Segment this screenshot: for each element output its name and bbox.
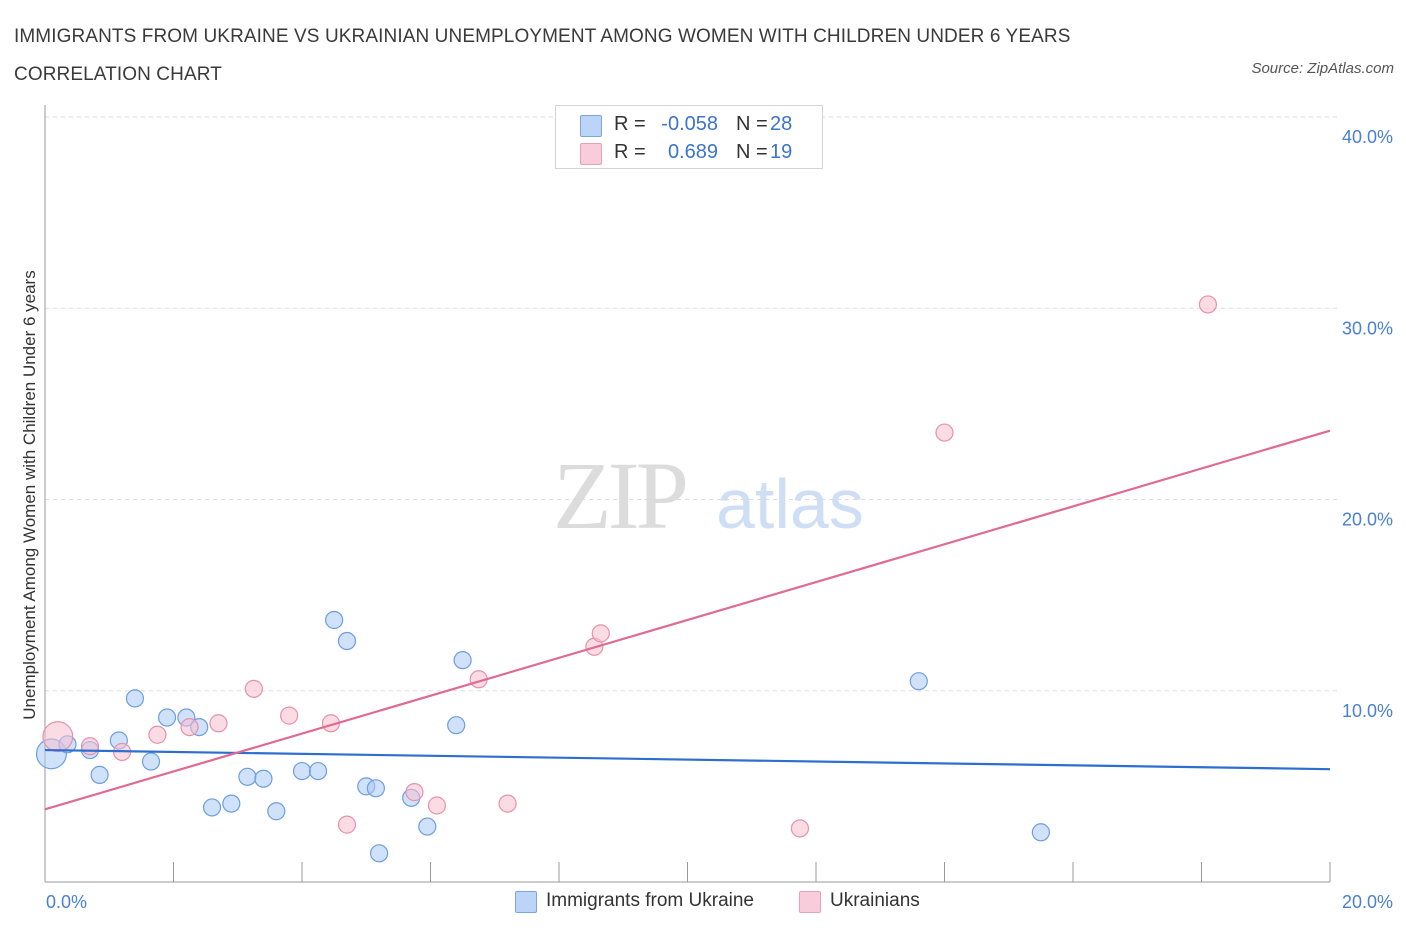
trend-line-immigrants bbox=[44, 748, 1331, 771]
point-immigrants bbox=[308, 761, 328, 781]
watermark-zip: ZIP bbox=[553, 442, 686, 549]
stats-legend: R = -0.058 N = 28 R = 0.689 N = 19 bbox=[555, 105, 823, 169]
point-immigrants bbox=[157, 708, 177, 727]
point-ukrainians bbox=[427, 796, 447, 815]
point-immigrants bbox=[125, 689, 145, 708]
chart-source: Source: ZipAtlas.com bbox=[1251, 60, 1394, 77]
n-value: 28 bbox=[770, 113, 793, 135]
r-label: R = bbox=[614, 141, 646, 163]
chart-title: IMMIGRANTS FROM UKRAINE VS UKRAINIAN UNE… bbox=[14, 26, 1071, 85]
point-immigrants bbox=[222, 794, 241, 813]
point-immigrants bbox=[267, 802, 286, 821]
point-ukrainians bbox=[244, 679, 263, 698]
point-immigrants bbox=[238, 767, 257, 786]
point-ukrainians bbox=[148, 725, 167, 744]
swatch-immigrants bbox=[580, 115, 602, 137]
point-ukrainians bbox=[209, 714, 228, 733]
n-value: 19 bbox=[770, 141, 793, 163]
x-tick-labels: 0.0% 20.0% bbox=[46, 892, 1393, 912]
point-immigrants bbox=[366, 779, 385, 798]
point-ukrainians bbox=[180, 717, 199, 737]
x-tick-label: 0.0% bbox=[46, 892, 87, 912]
point-immigrants bbox=[254, 769, 273, 788]
point-ukrainians bbox=[405, 783, 424, 802]
grid-lines bbox=[45, 116, 1340, 692]
point-ukrainians bbox=[790, 819, 810, 838]
point-ukrainians bbox=[80, 737, 100, 756]
point-immigrants bbox=[418, 817, 437, 836]
point-immigrants bbox=[292, 761, 312, 781]
point-ukrainians bbox=[1198, 295, 1218, 314]
point-immigrants bbox=[453, 651, 472, 670]
y-tick-labels: 10.0% 20.0% 30.0% 40.0% bbox=[1342, 127, 1393, 721]
watermark-atlas: atlas bbox=[716, 465, 864, 543]
point-ukrainians bbox=[591, 624, 610, 643]
point-immigrants bbox=[337, 631, 357, 651]
swatch-ukrainians bbox=[580, 143, 602, 165]
point-immigrants bbox=[325, 610, 344, 630]
data-points bbox=[35, 295, 1218, 863]
point-ukrainians bbox=[935, 423, 954, 442]
r-label: R = bbox=[614, 113, 646, 135]
point-immigrants bbox=[370, 844, 389, 863]
point-immigrants bbox=[447, 716, 466, 735]
legend-label-ukrainians: Ukrainians bbox=[830, 890, 920, 911]
point-immigrants bbox=[1031, 823, 1050, 842]
legend-label-immigrants: Immigrants from Ukraine bbox=[546, 890, 754, 911]
x-tick-label: 20.0% bbox=[1342, 892, 1393, 912]
point-ukrainians bbox=[498, 794, 517, 813]
trend-line-ukrainians bbox=[44, 429, 1331, 811]
legend-swatch-ukrainians bbox=[799, 891, 821, 913]
point-ukrainians bbox=[280, 706, 299, 725]
r-value: 0.689 bbox=[667, 141, 718, 163]
point-immigrants bbox=[90, 765, 109, 785]
n-label: N = bbox=[736, 113, 768, 135]
watermark: ZIP atlas bbox=[553, 442, 864, 549]
point-immigrants bbox=[909, 672, 928, 691]
y-tick-label: 10.0% bbox=[1342, 701, 1393, 721]
point-ukrainians bbox=[42, 721, 74, 753]
n-label: N = bbox=[736, 141, 768, 163]
point-immigrants bbox=[141, 752, 161, 771]
trend-lines bbox=[44, 429, 1331, 811]
legend-swatch-immigrants bbox=[515, 891, 537, 913]
y-tick-label: 20.0% bbox=[1342, 510, 1393, 530]
y-tick-label: 40.0% bbox=[1342, 127, 1393, 147]
point-immigrants bbox=[202, 798, 222, 817]
point-ukrainians bbox=[337, 815, 357, 834]
y-tick-label: 30.0% bbox=[1342, 318, 1393, 338]
r-value: -0.058 bbox=[661, 113, 718, 135]
